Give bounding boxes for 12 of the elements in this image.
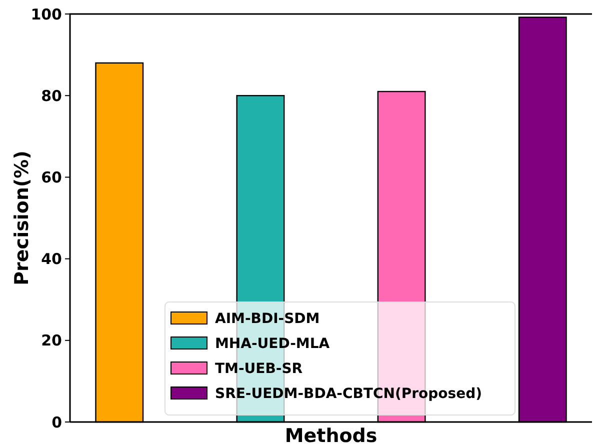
legend-label: TM-UEB-SR	[215, 360, 303, 377]
legend-label: SRE-UEDM-BDA-CBTCN(Proposed)	[215, 386, 482, 402]
y-tick-label: 80	[41, 86, 62, 105]
x-axis-title: Methods	[284, 425, 378, 447]
y-tick-label: 40	[41, 250, 62, 268]
y-axis-title: Precision(%)	[11, 150, 33, 286]
legend-label: AIM-BDI-SDM	[215, 310, 320, 327]
y-tick-label: 20	[41, 332, 62, 350]
y-tick-label: 0	[52, 413, 62, 432]
y-tick-label: 60	[41, 168, 62, 186]
legend-label: MHA-UED-MLA	[215, 336, 330, 352]
y-tick-label: 100	[30, 5, 62, 24]
